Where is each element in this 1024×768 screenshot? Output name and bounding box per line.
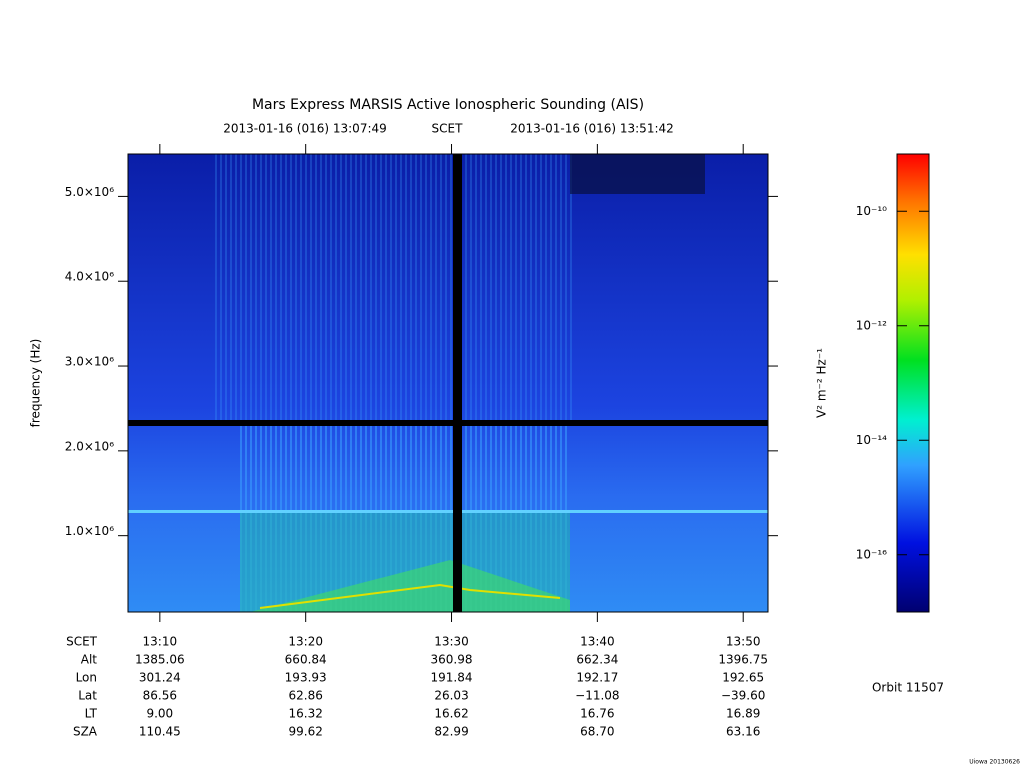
x-tick-label: 13:20 xyxy=(288,635,323,649)
ephemeris-row-label: LT xyxy=(85,707,98,721)
ephemeris-value: 1385.06 xyxy=(135,653,185,667)
ephemeris-row-label: SZA xyxy=(73,725,98,739)
ephemeris-value: 86.56 xyxy=(143,689,177,703)
ephemeris-value: 68.70 xyxy=(580,725,614,739)
footer: Uiowa 20130626 xyxy=(969,759,1020,766)
ephemeris-value: 16.62 xyxy=(434,707,468,721)
ephemeris-value: 662.34 xyxy=(576,653,618,667)
time-system: SCET xyxy=(432,122,464,136)
ephemeris-value: 192.65 xyxy=(722,671,764,685)
colorbar-tick-label: 10⁻¹⁰ xyxy=(856,204,887,218)
ephemeris-value: −39.60 xyxy=(721,689,765,703)
colorbar-label: V² m⁻² Hz⁻¹ xyxy=(815,348,829,418)
y-tick-label: 5.0×10⁶ xyxy=(65,185,114,199)
ephemeris-value: 62.86 xyxy=(289,689,323,703)
ephemeris-value: 16.32 xyxy=(289,707,323,721)
y-tick-label: 4.0×10⁶ xyxy=(65,270,114,284)
ephemeris-value: 193.93 xyxy=(285,671,327,685)
x-tick-label: 13:40 xyxy=(580,635,615,649)
ephemeris-value: 191.84 xyxy=(431,671,473,685)
x-tick-label: 13:10 xyxy=(143,635,178,649)
x-tick-label: 13:50 xyxy=(726,635,761,649)
y-axis-label: frequency (Hz) xyxy=(29,339,43,428)
ephemeris-value: 16.89 xyxy=(726,707,760,721)
ephemeris-time-label: SCET xyxy=(66,635,98,649)
ephemeris-value: 99.62 xyxy=(289,725,323,739)
orbit: Orbit 11507 xyxy=(872,681,944,695)
ephemeris-value: −11.08 xyxy=(575,689,619,703)
colorbar-tick-label: 10⁻¹⁶ xyxy=(856,547,887,561)
y-tick-label: 1.0×10⁶ xyxy=(65,524,114,538)
y-tick-label: 3.0×10⁶ xyxy=(65,355,114,369)
ephemeris-row-label: Lat xyxy=(78,689,97,703)
colorbar-tick-label: 10⁻¹² xyxy=(856,318,887,332)
colorbar-tick-label: 10⁻¹⁴ xyxy=(856,433,887,447)
ephemeris-value: 660.84 xyxy=(285,653,327,667)
ephemeris-value: 360.98 xyxy=(431,653,473,667)
ephemeris-value: 82.99 xyxy=(434,725,468,739)
ephemeris-value: 63.16 xyxy=(726,725,760,739)
ephemeris-value: 26.03 xyxy=(434,689,468,703)
ephemeris-row-label: Lon xyxy=(76,671,97,685)
ephemeris-row-label: Alt xyxy=(81,653,98,667)
ephemeris-value: 9.00 xyxy=(146,707,173,721)
y-tick-label: 2.0×10⁶ xyxy=(65,439,114,453)
plot-frame xyxy=(127,153,769,613)
end-time: 2013-01-16 (016) 13:51:42 xyxy=(510,122,674,136)
start-time: 2013-01-16 (016) 13:07:49 xyxy=(223,122,387,136)
chart-title: Mars Express MARSIS Active Ionospheric S… xyxy=(252,97,644,113)
ephemeris-value: 110.45 xyxy=(139,725,181,739)
ephemeris-value: 16.76 xyxy=(580,707,614,721)
ephemeris-value: 192.17 xyxy=(576,671,618,685)
colorbar xyxy=(896,153,930,613)
x-tick-label: 13:30 xyxy=(434,635,469,649)
ephemeris-value: 301.24 xyxy=(139,671,181,685)
ephemeris-value: 1396.75 xyxy=(718,653,768,667)
spectrogram-image xyxy=(128,154,768,612)
